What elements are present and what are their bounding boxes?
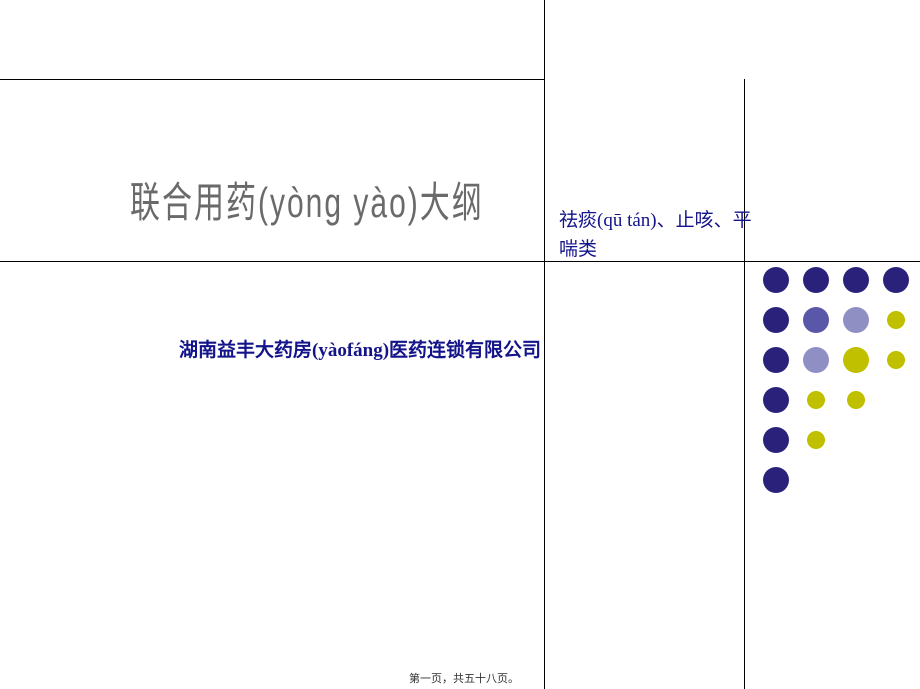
decorative-dot xyxy=(803,307,829,333)
decorative-dot xyxy=(803,267,829,293)
decorative-dot xyxy=(887,351,905,369)
slide: 联合用药(yòng yào)大纲 祛痰(qū tán)、止咳、平 喘类 湖南益丰… xyxy=(0,0,920,689)
decorative-dot xyxy=(803,347,829,373)
decorative-dot xyxy=(763,267,789,293)
decorative-dot xyxy=(763,387,789,413)
decorative-dot xyxy=(807,391,825,409)
decorative-dot xyxy=(763,467,789,493)
decorative-dot xyxy=(763,427,789,453)
decorative-dot xyxy=(883,267,909,293)
decorative-dot-grid xyxy=(0,0,920,689)
decorative-dot xyxy=(843,347,869,373)
decorative-dot xyxy=(843,267,869,293)
decorative-dot xyxy=(843,307,869,333)
decorative-dot xyxy=(887,311,905,329)
decorative-dot xyxy=(847,391,865,409)
decorative-dot xyxy=(807,431,825,449)
page-footer: 第一页，共五十八页。 xyxy=(409,670,519,686)
decorative-dot xyxy=(763,307,789,333)
decorative-dot xyxy=(763,347,789,373)
